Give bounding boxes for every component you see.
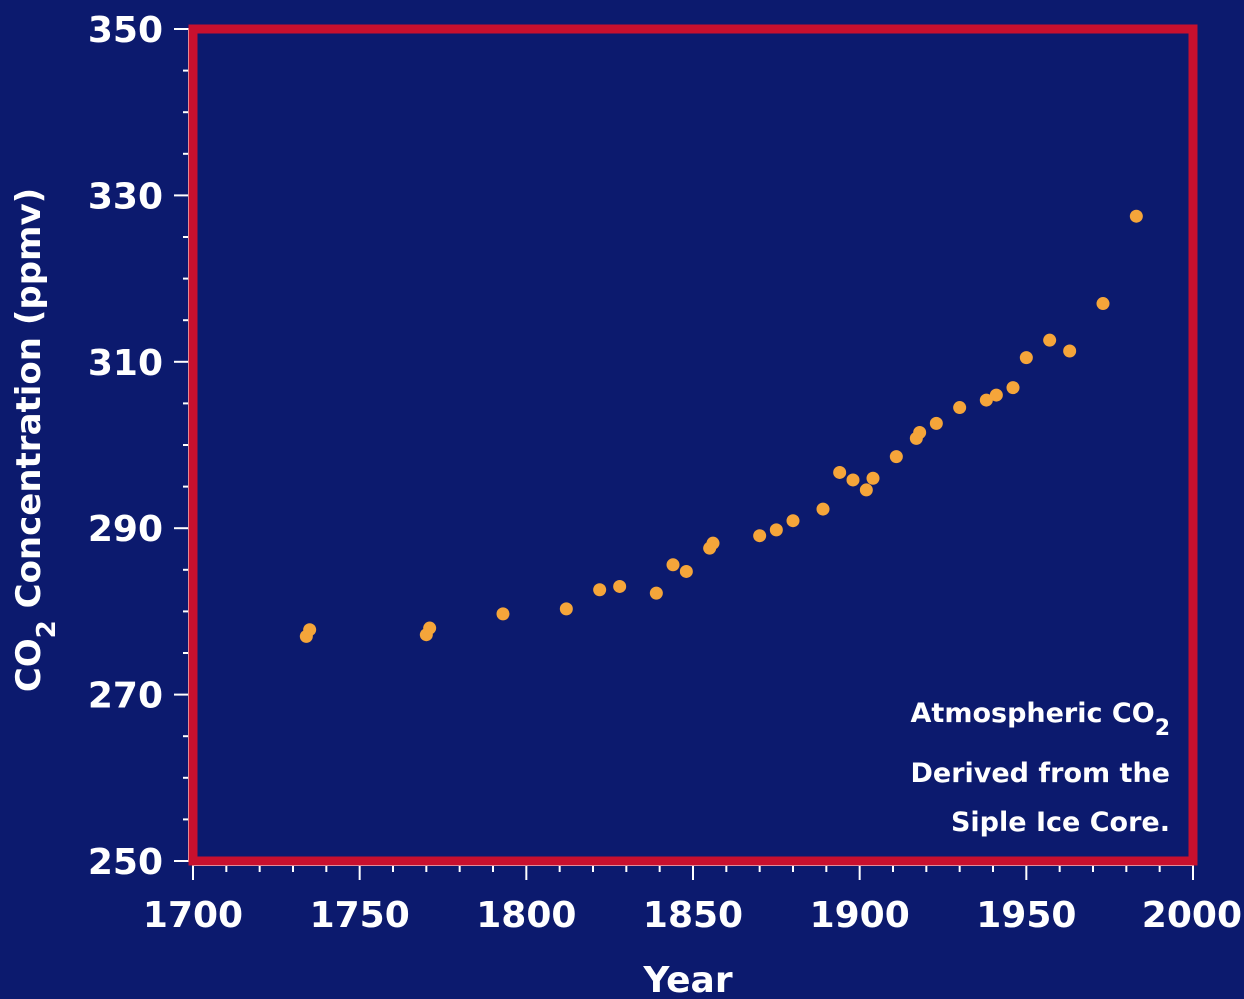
annotation-line-2: Derived from the bbox=[910, 758, 1170, 789]
data-point bbox=[1043, 333, 1057, 347]
y-tick-label: 350 bbox=[88, 10, 163, 51]
data-point bbox=[649, 586, 663, 600]
y-tick-label: 250 bbox=[88, 842, 163, 883]
data-point bbox=[1063, 344, 1077, 358]
data-point bbox=[913, 426, 927, 440]
data-point bbox=[1019, 351, 1033, 365]
data-point bbox=[889, 450, 903, 464]
data-point bbox=[929, 416, 943, 430]
x-tick-label: 1850 bbox=[643, 895, 743, 936]
data-point bbox=[1096, 297, 1110, 311]
data-point bbox=[769, 523, 783, 537]
data-point bbox=[786, 514, 800, 528]
y-tick-label: 330 bbox=[88, 176, 163, 217]
y-tick-label: 310 bbox=[88, 343, 163, 384]
x-tick-label: 1750 bbox=[310, 895, 410, 936]
annotation-line-3: Siple Ice Core. bbox=[951, 807, 1170, 838]
data-point bbox=[816, 502, 830, 516]
data-point bbox=[753, 529, 767, 543]
data-point bbox=[989, 388, 1003, 402]
data-points bbox=[299, 209, 1143, 643]
data-point bbox=[679, 564, 693, 578]
y-axis-title-subscript: 2 bbox=[32, 620, 62, 638]
annotation-box: Atmospheric CO2 Derived from the Siple I… bbox=[910, 698, 1170, 838]
x-tick-label: 1800 bbox=[476, 895, 576, 936]
annotation-line-1-subscript: 2 bbox=[1155, 716, 1170, 741]
data-point bbox=[666, 558, 680, 572]
x-tick-label: 1950 bbox=[976, 895, 1076, 936]
data-point bbox=[833, 465, 847, 479]
y-axis-title: CO2 Concentration (ppmv) bbox=[9, 188, 62, 692]
y-axis: 250 270 290 310 330 350 bbox=[88, 10, 190, 883]
data-point bbox=[496, 607, 510, 621]
data-point bbox=[423, 621, 437, 635]
data-point bbox=[706, 536, 720, 550]
data-point bbox=[953, 401, 967, 415]
data-point bbox=[303, 623, 317, 637]
data-point bbox=[613, 579, 627, 593]
data-point bbox=[979, 393, 993, 407]
x-axis-title: Year bbox=[642, 960, 732, 999]
data-point bbox=[593, 583, 607, 597]
y-axis-title-main: CO bbox=[9, 638, 49, 692]
data-point bbox=[866, 471, 880, 485]
x-tick-label: 1700 bbox=[143, 895, 243, 936]
data-point bbox=[859, 483, 873, 497]
x-tick-label: 2000 bbox=[1142, 895, 1242, 936]
data-point bbox=[1006, 381, 1020, 395]
y-axis-title-rest: Concentration (ppmv) bbox=[9, 188, 49, 620]
annotation-line-1-main: Atmospheric CO bbox=[911, 698, 1155, 729]
y-tick-label: 270 bbox=[88, 676, 163, 717]
plot-frame bbox=[188, 24, 1198, 866]
y-tick-label: 290 bbox=[88, 509, 163, 550]
annotation-line-1: Atmospheric CO2 bbox=[911, 698, 1170, 741]
data-point bbox=[846, 473, 860, 487]
x-tick-label: 1900 bbox=[810, 895, 910, 936]
data-point bbox=[559, 602, 573, 616]
data-point bbox=[1129, 209, 1143, 223]
